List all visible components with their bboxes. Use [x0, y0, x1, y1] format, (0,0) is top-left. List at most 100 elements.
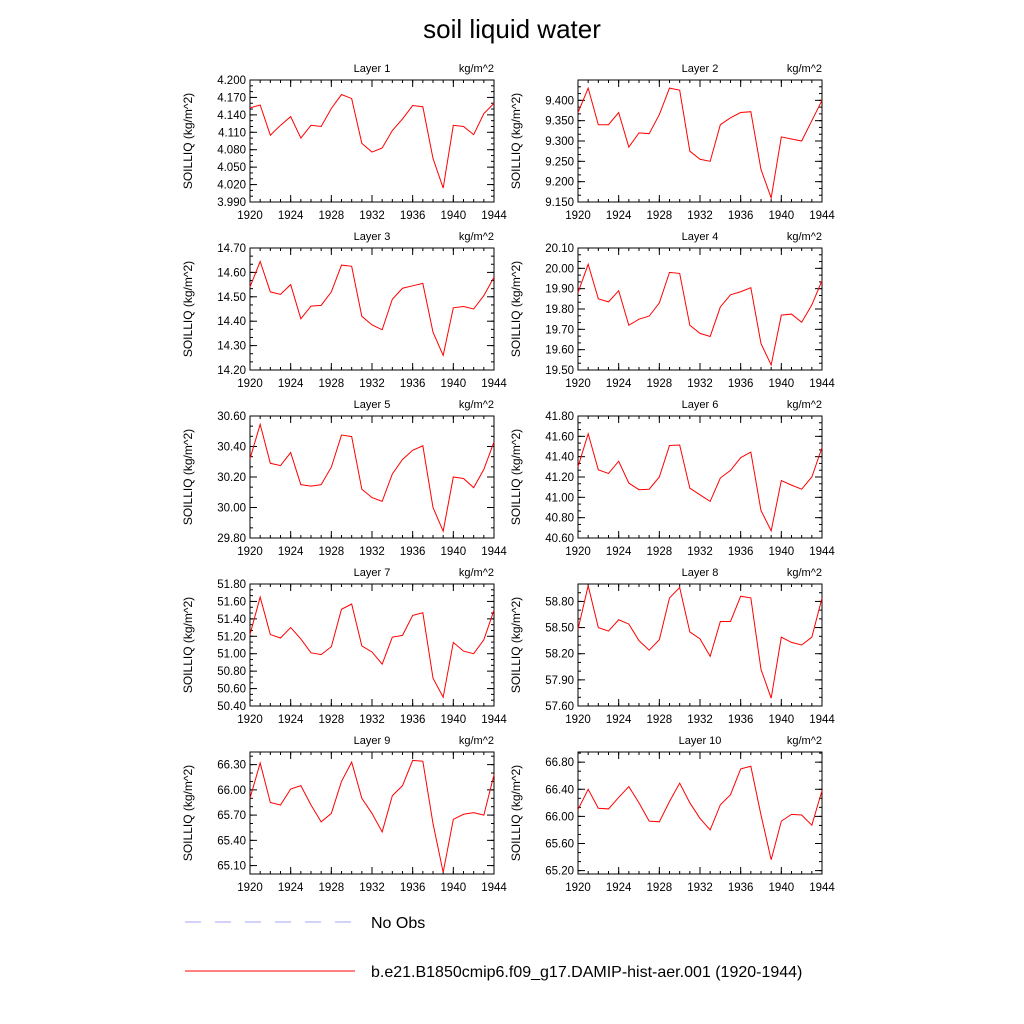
x-tick-label: 1940 — [441, 378, 467, 390]
y-tick-label: 3.990 — [217, 197, 246, 209]
y-tick-label: 40.80 — [545, 513, 574, 525]
x-tick-label: 1936 — [400, 882, 426, 894]
x-tick-label: 1920 — [565, 378, 591, 390]
panel-layer-5: Layer 5 kg/m^2 SOILLIQ (kg/m^2) 1920 1924 192… — [181, 399, 507, 558]
panel-title: Layer 10 — [679, 735, 722, 747]
legend-label: No Obs — [371, 915, 425, 932]
y-tick-label: 65.20 — [545, 866, 574, 878]
y-tick-label: 41.00 — [545, 492, 574, 504]
panel-title: Layer 5 — [354, 399, 391, 411]
x-tick-label: 1920 — [565, 210, 591, 222]
x-tick-label: 1924 — [606, 714, 632, 726]
y-axis-label: SOILLIQ (kg/m^2) — [181, 429, 195, 525]
panel-unit: kg/m^2 — [787, 231, 822, 243]
panel-layer-9: Layer 9 kg/m^2 SOILLIQ (kg/m^2) 1920 1924 192… — [181, 735, 507, 894]
series-line — [249, 259, 495, 357]
panel-layer-6: Layer 6 kg/m^2 SOILLIQ (kg/m^2) 1920 1924 192… — [509, 399, 835, 558]
y-tick-label: 66.00 — [545, 811, 574, 823]
y-tick-label: 51.00 — [217, 649, 246, 661]
y-axis-label: SOILLIQ (kg/m^2) — [181, 765, 195, 861]
y-tick-label: 4.200 — [217, 75, 246, 87]
y-tick-label: 65.10 — [217, 861, 246, 873]
x-tick-label: 1932 — [359, 210, 385, 222]
series-line — [577, 86, 823, 200]
x-tick-label: 1924 — [278, 378, 304, 390]
x-tick-label: 1920 — [237, 210, 263, 222]
plot-frame — [577, 751, 823, 875]
series-line — [577, 432, 823, 533]
x-tick-label: 1924 — [278, 210, 304, 222]
y-tick-label: 51.40 — [217, 614, 246, 626]
panel-unit: kg/m^2 — [459, 231, 494, 243]
y-tick-label: 30.20 — [217, 472, 246, 484]
y-tick-label: 50.80 — [217, 666, 246, 678]
x-tick-label: 1932 — [359, 714, 385, 726]
y-tick-label: 58.20 — [545, 649, 574, 661]
y-tick-label: 58.80 — [545, 596, 574, 608]
x-tick-label: 1944 — [809, 882, 835, 894]
panel-layer-7: Layer 7 kg/m^2 SOILLIQ (kg/m^2) 1920 1924 192… — [181, 567, 507, 726]
figure-title: soil liquid water — [423, 14, 601, 44]
x-tick-label: 1936 — [728, 378, 754, 390]
y-tick-label: 65.70 — [217, 810, 246, 822]
plot-frame — [577, 415, 823, 539]
y-tick-label: 30.60 — [217, 411, 246, 423]
panel-layer-4: Layer 4 kg/m^2 SOILLIQ (kg/m^2) 1920 1924 192… — [509, 231, 835, 390]
panel-unit: kg/m^2 — [787, 63, 822, 75]
x-tick-label: 1944 — [481, 882, 507, 894]
y-tick-label: 66.30 — [217, 760, 246, 772]
panel-layer-8: Layer 8 kg/m^2 SOILLIQ (kg/m^2) 1920 1924 192… — [509, 567, 835, 726]
panel-unit: kg/m^2 — [459, 735, 494, 747]
y-tick-label: 9.400 — [545, 95, 574, 107]
x-tick-label: 1944 — [481, 210, 507, 222]
x-tick-label: 1920 — [237, 378, 263, 390]
x-tick-label: 1924 — [606, 210, 632, 222]
series-line — [249, 93, 495, 189]
x-tick-label: 1940 — [769, 714, 795, 726]
x-tick-label: 1936 — [400, 378, 426, 390]
x-tick-label: 1944 — [809, 546, 835, 558]
series-line — [249, 759, 495, 873]
x-tick-label: 1936 — [400, 714, 426, 726]
x-tick-label: 1924 — [606, 378, 632, 390]
y-tick-label: 14.20 — [217, 365, 246, 377]
panel-title: Layer 7 — [354, 567, 391, 579]
y-tick-label: 57.60 — [545, 701, 574, 713]
x-tick-label: 1920 — [237, 882, 263, 894]
plot-frame — [249, 79, 495, 203]
y-tick-label: 66.40 — [545, 784, 574, 796]
y-tick-label: 51.60 — [217, 596, 246, 608]
y-tick-label: 51.20 — [217, 631, 246, 643]
series-line — [577, 262, 823, 367]
y-tick-label: 29.80 — [217, 533, 246, 545]
x-tick-label: 1940 — [441, 882, 467, 894]
x-tick-label: 1924 — [606, 882, 632, 894]
y-tick-label: 30.00 — [217, 503, 246, 515]
y-tick-label: 51.80 — [217, 579, 246, 591]
x-tick-label: 1944 — [481, 714, 507, 726]
y-tick-label: 40.60 — [545, 533, 574, 545]
y-axis-label: SOILLIQ (kg/m^2) — [509, 93, 523, 189]
y-tick-label: 9.300 — [545, 136, 574, 148]
y-tick-label: 14.60 — [217, 267, 246, 279]
y-axis-label: SOILLIQ (kg/m^2) — [509, 597, 523, 693]
y-axis-label: SOILLIQ (kg/m^2) — [181, 597, 195, 693]
y-tick-label: 41.20 — [545, 472, 574, 484]
x-tick-label: 1932 — [359, 546, 385, 558]
x-tick-label: 1932 — [359, 378, 385, 390]
x-tick-label: 1924 — [278, 882, 304, 894]
panel-layer-3: Layer 3 kg/m^2 SOILLIQ (kg/m^2) 1920 1924 192… — [181, 231, 507, 390]
y-tick-label: 57.90 — [545, 675, 574, 687]
x-tick-label: 1932 — [687, 210, 713, 222]
y-tick-label: 14.70 — [217, 243, 246, 255]
y-axis-label: SOILLIQ (kg/m^2) — [181, 93, 195, 189]
x-tick-label: 1932 — [687, 546, 713, 558]
x-tick-label: 1928 — [647, 378, 673, 390]
plot-frame — [577, 247, 823, 371]
y-tick-label: 41.60 — [545, 431, 574, 443]
plot-frame — [249, 247, 495, 371]
x-tick-label: 1936 — [728, 546, 754, 558]
panel-unit: kg/m^2 — [787, 567, 822, 579]
y-tick-label: 50.40 — [217, 701, 246, 713]
